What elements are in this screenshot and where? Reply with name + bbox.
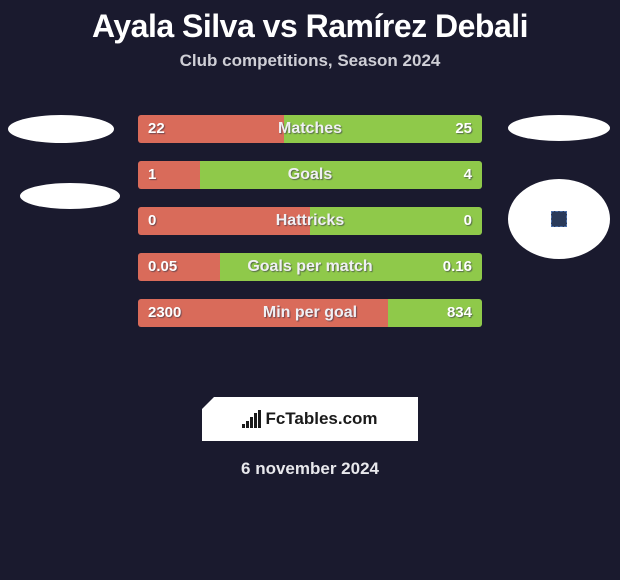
stat-label: Hattricks	[138, 207, 482, 235]
stat-label: Goals per match	[138, 253, 482, 281]
player1-avatar-block	[8, 115, 114, 209]
player1-avatar-placeholder-2	[20, 183, 120, 209]
stat-value-player1: 1	[148, 161, 156, 189]
stat-value-player2: 0.16	[443, 253, 472, 281]
logo-label: FcTables.com	[265, 409, 377, 429]
date-label: 6 november 2024	[0, 459, 620, 479]
stat-row: Goals1 4	[138, 161, 482, 189]
stat-row: Hattricks0 0	[138, 207, 482, 235]
stat-label: Goals	[138, 161, 482, 189]
source-logo-text: FcTables.com	[242, 409, 377, 429]
root: Ayala Silva vs Ramírez Debali Club compe…	[0, 0, 620, 479]
player2-avatar-placeholder-1	[508, 115, 610, 141]
player2-avatar-block	[508, 115, 610, 259]
logo-bars-icon	[242, 410, 261, 428]
stat-label: Min per goal	[138, 299, 482, 327]
source-logo: FcTables.com	[202, 397, 418, 441]
stat-value-player2: 0	[464, 207, 472, 235]
player1-name: Ayala Silva	[92, 8, 254, 44]
stat-row: Min per goal2300 834	[138, 299, 482, 327]
stat-row: Matches22 25	[138, 115, 482, 143]
stat-value-player2: 25	[455, 115, 472, 143]
stat-label: Matches	[138, 115, 482, 143]
stat-row: Goals per match0.05 0.16	[138, 253, 482, 281]
vs-separator: vs	[263, 8, 298, 44]
stat-bars: Matches22 25 Goals1 4 Hattricks0 0 Goals per m…	[138, 115, 482, 345]
stat-value-player1: 22	[148, 115, 165, 143]
player2-name: Ramírez Debali	[306, 8, 528, 44]
player2-avatar-placeholder-2	[508, 179, 610, 259]
stat-value-player2: 834	[447, 299, 472, 327]
comparison-area: Matches22 25 Goals1 4 Hattricks0 0 Goals per m…	[0, 115, 620, 395]
stat-value-player1: 2300	[148, 299, 181, 327]
player1-avatar-placeholder-1	[8, 115, 114, 143]
stat-value-player1: 0	[148, 207, 156, 235]
stat-value-player2: 4	[464, 161, 472, 189]
stat-value-player1: 0.05	[148, 253, 177, 281]
subtitle: Club competitions, Season 2024	[0, 51, 620, 71]
page-title: Ayala Silva vs Ramírez Debali	[0, 8, 620, 45]
flag-icon	[551, 211, 567, 227]
